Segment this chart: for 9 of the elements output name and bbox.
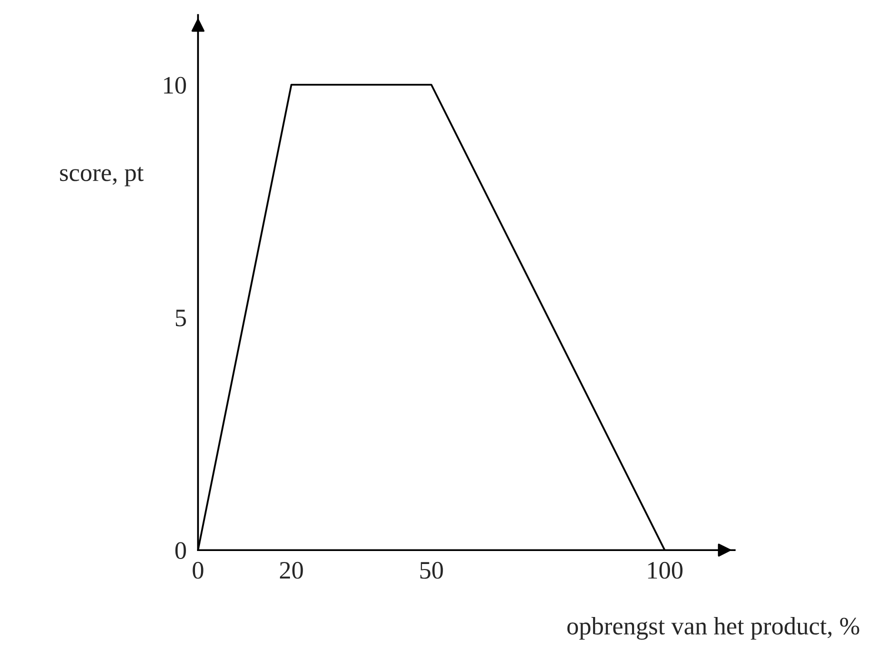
y-tick-label: 5 (176, 310, 186, 326)
x-tick-label: 20 (280, 562, 303, 579)
x-tick-label: 0 (192, 562, 204, 579)
x-tick-label: 50 (420, 562, 443, 579)
x-tick-label: 100 (648, 562, 683, 579)
y-tick-label: 10 (164, 76, 186, 94)
y-axis-title: score, pt (60, 166, 144, 186)
x-axis-title: opbrengst van het product, % (567, 616, 860, 640)
y-tick-label: 0 (175, 542, 186, 560)
